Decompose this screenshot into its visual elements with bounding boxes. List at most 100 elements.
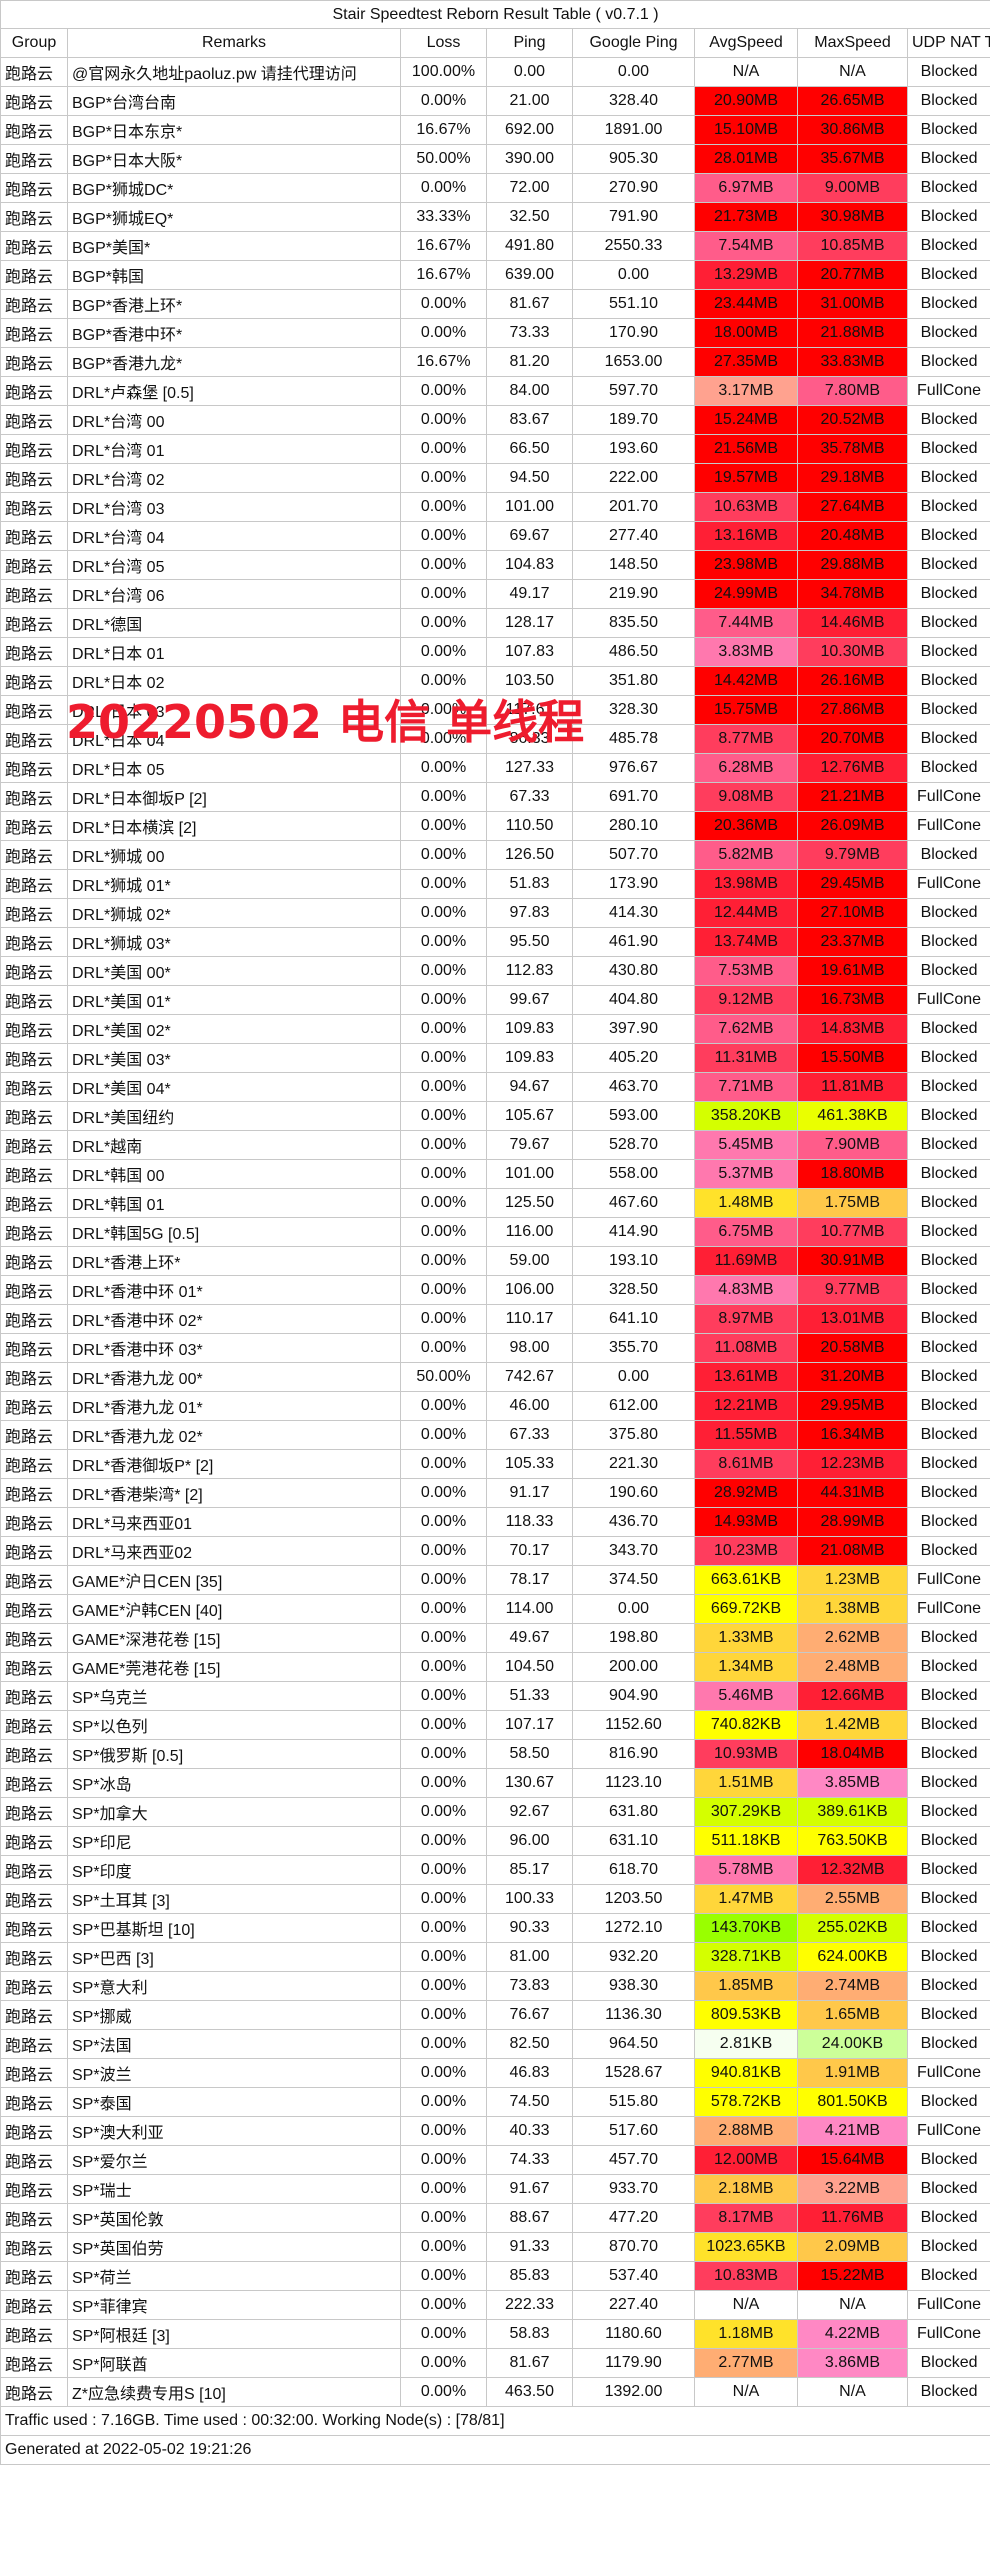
table-row: 跑路云 DRL*香港中环 01* 0.00% 106.00 328.50 4.83MB 9.… [0,1275,990,1305]
cell-max-speed: 24.00KB [797,2029,908,2059]
cell-google-ping: 1152.60 [572,1710,695,1740]
cell-max-speed: 11.76MB [797,2203,908,2233]
cell-max-speed: 34.78MB [797,579,908,609]
cell-remarks: SP*菲律宾 [67,2290,401,2320]
cell-max-speed: 11.81MB [797,1072,908,1102]
cell-google-ping: 173.90 [572,869,695,899]
cell-group: 跑路云 [0,1391,68,1421]
cell-avg-speed: 8.77MB [694,724,798,754]
cell-group: 跑路云 [0,1043,68,1073]
cell-remarks: SP*阿根廷 [3] [67,2319,401,2349]
cell-ping: 90.33 [486,1913,573,1943]
cell-remarks: DRL*狮城 03* [67,927,401,957]
cell-google-ping: 0.00 [572,1362,695,1392]
cell-loss: 0.00% [400,1971,487,2001]
cell-ping: 49.67 [486,1623,573,1653]
cell-ping: 222.33 [486,2290,573,2320]
cell-avg-speed: 23.44MB [694,289,798,319]
cell-udp-nat-type: FullCone [906,1565,990,1595]
cell-avg-speed: 7.62MB [694,1014,798,1044]
cell-loss: 0.00% [400,173,487,203]
cell-max-speed: 3.86MB [797,2348,908,2378]
header-ping: Ping [486,28,573,58]
cell-max-speed: 31.00MB [797,289,908,319]
cell-group: 跑路云 [0,1942,68,1972]
cell-remarks: SP*泰国 [67,2087,401,2117]
cell-loss: 0.00% [400,2232,487,2262]
cell-google-ping: 198.80 [572,1623,695,1653]
cell-remarks: DRL*日本 01 [67,637,401,667]
cell-group: 跑路云 [0,782,68,812]
cell-ping: 21.00 [486,86,573,116]
cell-loss: 0.00% [400,1420,487,1450]
cell-loss: 0.00% [400,869,487,899]
cell-udp-nat-type: Blocked [906,2261,990,2291]
cell-group: 跑路云 [0,1565,68,1595]
cell-ping: 491.80 [486,231,573,261]
cell-group: 跑路云 [0,173,68,203]
cell-loss: 0.00% [400,898,487,928]
table-row: 跑路云 DRL*台湾 03 0.00% 101.00 201.70 10.63MB 27.6… [0,492,990,522]
cell-group: 跑路云 [0,231,68,261]
cell-google-ping: 414.90 [572,1217,695,1247]
cell-max-speed: 28.99MB [797,1507,908,1537]
cell-remarks: SP*土耳其 [3] [67,1884,401,1914]
cell-group: 跑路云 [0,579,68,609]
cell-group: 跑路云 [0,2000,68,2030]
cell-loss: 0.00% [400,1913,487,1943]
cell-ping: 59.00 [486,1246,573,1276]
cell-ping: 85.83 [486,2261,573,2291]
cell-max-speed: 7.80MB [797,376,908,406]
cell-udp-nat-type: Blocked [906,956,990,986]
cell-avg-speed: 143.70KB [694,1913,798,1943]
cell-group: 跑路云 [0,1884,68,1914]
cell-avg-speed: 13.74MB [694,927,798,957]
cell-ping: 67.33 [486,1420,573,1450]
cell-remarks: SP*挪威 [67,2000,401,2030]
cell-max-speed: N/A [797,2290,908,2320]
table-row: 跑路云 DRL*狮城 00 0.00% 126.50 507.70 5.82MB 9.79M… [0,840,990,870]
cell-remarks: BGP*韩国 [67,260,401,290]
cell-avg-speed: 28.92MB [694,1478,798,1508]
cell-remarks: DRL*香港九龙 02* [67,1420,401,1450]
cell-ping: 81.00 [486,1942,573,1972]
cell-remarks: BGP*香港上环* [67,289,401,319]
cell-max-speed: 16.34MB [797,1420,908,1450]
cell-group: 跑路云 [0,202,68,232]
cell-group: 跑路云 [0,2290,68,2320]
cell-google-ping: 1528.67 [572,2058,695,2088]
cell-udp-nat-type: Blocked [906,347,990,377]
cell-loss: 0.00% [400,637,487,667]
cell-google-ping: 558.00 [572,1159,695,1189]
cell-ping: 82.50 [486,2029,573,2059]
table-row: 跑路云 SP*印尼 0.00% 96.00 631.10 511.18KB 763.50KB… [0,1826,990,1856]
cell-google-ping: 189.70 [572,405,695,435]
cell-avg-speed: 1.33MB [694,1623,798,1653]
cell-ping: 100.33 [486,1884,573,1914]
cell-udp-nat-type: Blocked [906,492,990,522]
cell-max-speed: 7.90MB [797,1130,908,1160]
cell-ping: 91.67 [486,2174,573,2204]
table-row: 跑路云 DRL*香港上环* 0.00% 59.00 193.10 11.69MB 30.91… [0,1246,990,1276]
table-row: 跑路云 SP*荷兰 0.00% 85.83 537.40 10.83MB 15.22MB Bl… [0,2261,990,2291]
cell-udp-nat-type: Blocked [906,753,990,783]
cell-udp-nat-type: Blocked [906,1855,990,1885]
cell-google-ping: 904.90 [572,1681,695,1711]
cell-avg-speed: 14.93MB [694,1507,798,1537]
header-remarks: Remarks [67,28,401,58]
cell-ping: 74.33 [486,2145,573,2175]
cell-udp-nat-type: Blocked [906,1913,990,1943]
cell-max-speed: 1.42MB [797,1710,908,1740]
cell-max-speed: 255.02KB [797,1913,908,1943]
cell-udp-nat-type: Blocked [906,579,990,609]
cell-udp-nat-type: Blocked [906,1101,990,1131]
cell-google-ping: 515.80 [572,2087,695,2117]
cell-loss: 0.00% [400,2145,487,2175]
cell-group: 跑路云 [0,1797,68,1827]
table-row: 跑路云 DRL*日本横滨 [2] 0.00% 110.50 280.10 20.36MB 2… [0,811,990,841]
cell-ping: 46.00 [486,1391,573,1421]
cell-loss: 0.00% [400,1304,487,1334]
cell-ping: 73.33 [486,318,573,348]
cell-max-speed: 20.58MB [797,1333,908,1363]
cell-group: 跑路云 [0,695,68,725]
